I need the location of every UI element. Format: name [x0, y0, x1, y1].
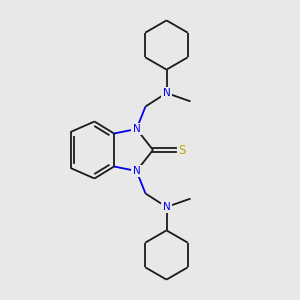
Text: N: N	[163, 88, 170, 98]
Text: N: N	[133, 166, 140, 176]
Text: S: S	[178, 143, 186, 157]
Text: N: N	[133, 124, 140, 134]
Text: N: N	[163, 202, 170, 212]
